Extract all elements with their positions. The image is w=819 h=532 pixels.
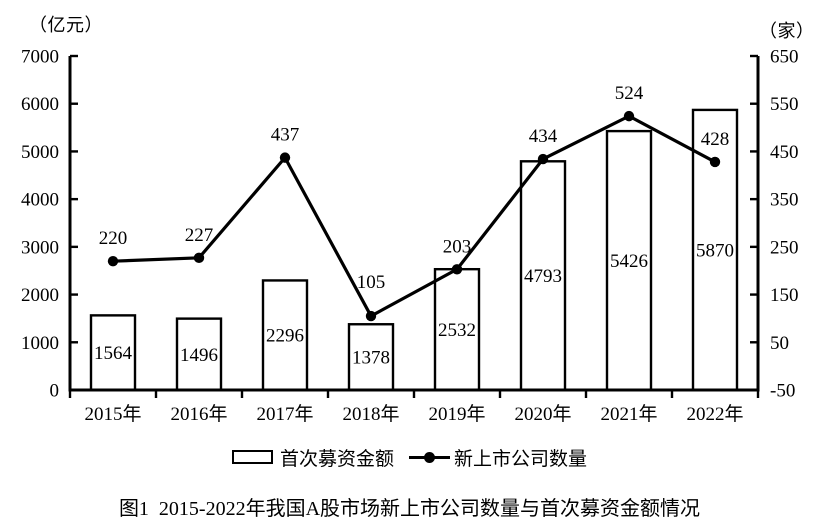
line-path [111, 114, 717, 319]
right-axis-tick-label: 50 [770, 333, 789, 354]
x-axis-category-label: 2017年 [256, 403, 313, 425]
line-point [193, 252, 205, 264]
line-point-label: 524 [615, 83, 644, 104]
line-point [623, 110, 635, 122]
left-axis-tick-label: 6000 [21, 94, 59, 115]
line-series-legend-label: 新上市公司数量 [454, 448, 588, 470]
line-point-label: 203 [443, 236, 472, 257]
bar-series-legend-label: 首次募资金额 [279, 448, 394, 470]
line-point-label: 220 [99, 228, 128, 249]
line-point-label: 437 [271, 125, 300, 146]
x-axis-category-label: 2020年 [514, 403, 571, 425]
left-axis-tick-label: 1000 [21, 333, 59, 354]
bar [175, 317, 223, 392]
left-axis-unit-label: （亿元） [29, 15, 103, 35]
x-axis-category-label: 2016年 [170, 403, 227, 425]
x-axis-category-label: 2018年 [342, 403, 399, 425]
bar-value-label: 2296 [266, 326, 304, 347]
line-point-label: 428 [701, 129, 730, 150]
left-axis-tick-label: 4000 [21, 190, 59, 211]
right-axis-tick-label: 350 [770, 190, 799, 211]
left-axis-tick-label: 2000 [21, 285, 59, 306]
bar-value-label: 5870 [696, 240, 734, 261]
right-axis-tick-label: 650 [770, 47, 799, 68]
line-point [451, 264, 463, 275]
line-point [709, 156, 721, 168]
line-point [365, 310, 377, 322]
bar [261, 279, 309, 392]
bar-series-swatch-icon [231, 450, 273, 464]
right-axis-unit-label: （家） [759, 21, 815, 41]
line-point-label: 227 [185, 225, 214, 246]
x-axis-category-label: 2022年 [686, 403, 743, 425]
x-axis-category-label: 2021年 [600, 403, 657, 425]
line-point [107, 255, 119, 267]
right-axis-tick-label: 450 [770, 142, 799, 163]
bar [347, 323, 395, 392]
right-axis-tick-label: 550 [770, 94, 799, 115]
line-point-label: 434 [529, 126, 558, 147]
bar-value-label: 1564 [94, 343, 133, 364]
right-axis-tick-label: -50 [770, 381, 795, 402]
line-point-label: 105 [357, 272, 386, 293]
line-swatch-dot-icon [424, 451, 435, 463]
bar-value-label: 1496 [180, 345, 218, 366]
left-axis-tick-label: 5000 [21, 142, 59, 163]
left-axis-tick-label: 0 [50, 381, 60, 402]
bar-value-label: 4793 [524, 266, 562, 287]
line-series-swatch-icon [409, 451, 450, 464]
bar [89, 314, 137, 392]
left-axis-tick-label: 7000 [21, 47, 59, 68]
chart-legend: 首次募资金额 新上市公司数量 [0, 445, 819, 470]
line-point [537, 153, 549, 165]
right-axis-tick-label: 250 [770, 237, 799, 258]
left-axis-tick-label: 3000 [21, 237, 59, 258]
bar-value-label: 2532 [438, 320, 476, 341]
bar-value-label: 5426 [610, 251, 648, 272]
x-axis-category-label: 2019年 [428, 403, 485, 425]
combo-chart-canvas: 1564 1496 2296 1378 2532 4793 5426 5870 0 1000 200… [21, 47, 799, 426]
line-point [279, 152, 291, 163]
x-axis-category-label: 2015年 [84, 403, 141, 425]
right-axis-tick-label: 150 [770, 285, 799, 306]
figure-caption: 图1 2015-2022年我国A股市场新上市公司数量与首次募资金额情况 [118, 498, 701, 520]
bar-value-label: 1378 [352, 348, 390, 369]
